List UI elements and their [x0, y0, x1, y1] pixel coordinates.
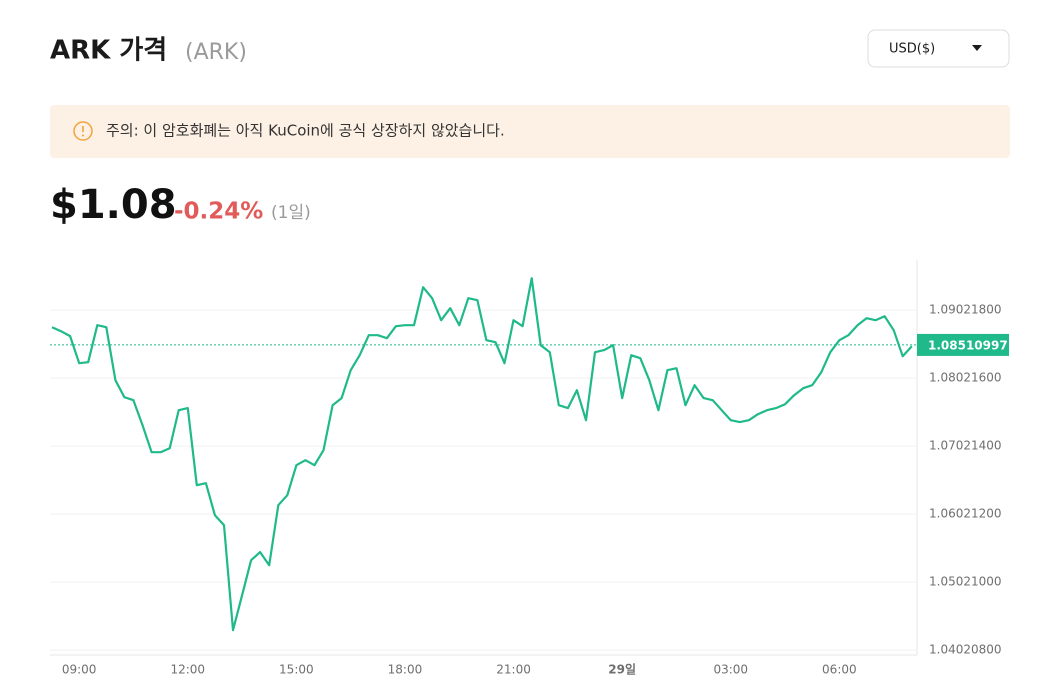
symbol: (ARK) [185, 40, 247, 65]
price-change: -0.24% [174, 199, 263, 225]
y-labels: 1.09021800 1.08021600 1.07021400 1.06021200… [929, 303, 1002, 657]
currency-select[interactable] [867, 29, 1010, 68]
period: (1일) [271, 203, 311, 223]
notice-text: 주의: 이 암호화폐는 아직 KuCoin에 공식 상장하지 않았습니다. [106, 122, 505, 140]
warning-icon [73, 121, 93, 141]
x-tick-label: 18:00 [388, 663, 423, 677]
current-price-label: 1.08510997 [928, 338, 1008, 352]
y-tick-label: 1.05021000 [929, 575, 1002, 589]
notice-box [50, 105, 1010, 158]
price: $1.08 [50, 182, 177, 228]
x-tick-label: 03:00 [713, 663, 748, 677]
x-tick-label: 29일 [608, 663, 636, 677]
y-tick-label: 1.07021400 [929, 439, 1002, 453]
price-line [51, 277, 913, 632]
y-tick-label: 1.06021200 [929, 507, 1002, 521]
x-tick-label: 06:00 [822, 663, 857, 677]
warning-icon-dot [82, 134, 84, 137]
x-tick-label: 15:00 [279, 663, 314, 677]
y-tick-label: 1.08021600 [929, 371, 1002, 385]
x-tick-label: 21:00 [496, 663, 531, 677]
currency-label[interactable]: USD($) [889, 42, 935, 57]
caret-icon [972, 45, 982, 51]
current-price-badge [917, 333, 1009, 356]
page-title: ARK 가격 [50, 36, 167, 66]
x-tick-label: 09:00 [62, 663, 97, 677]
y-tick-label: 1.04020800 [929, 643, 1002, 657]
y-tick-label: 1.09021800 [929, 303, 1002, 317]
x-tick-label: 12:00 [170, 663, 205, 677]
